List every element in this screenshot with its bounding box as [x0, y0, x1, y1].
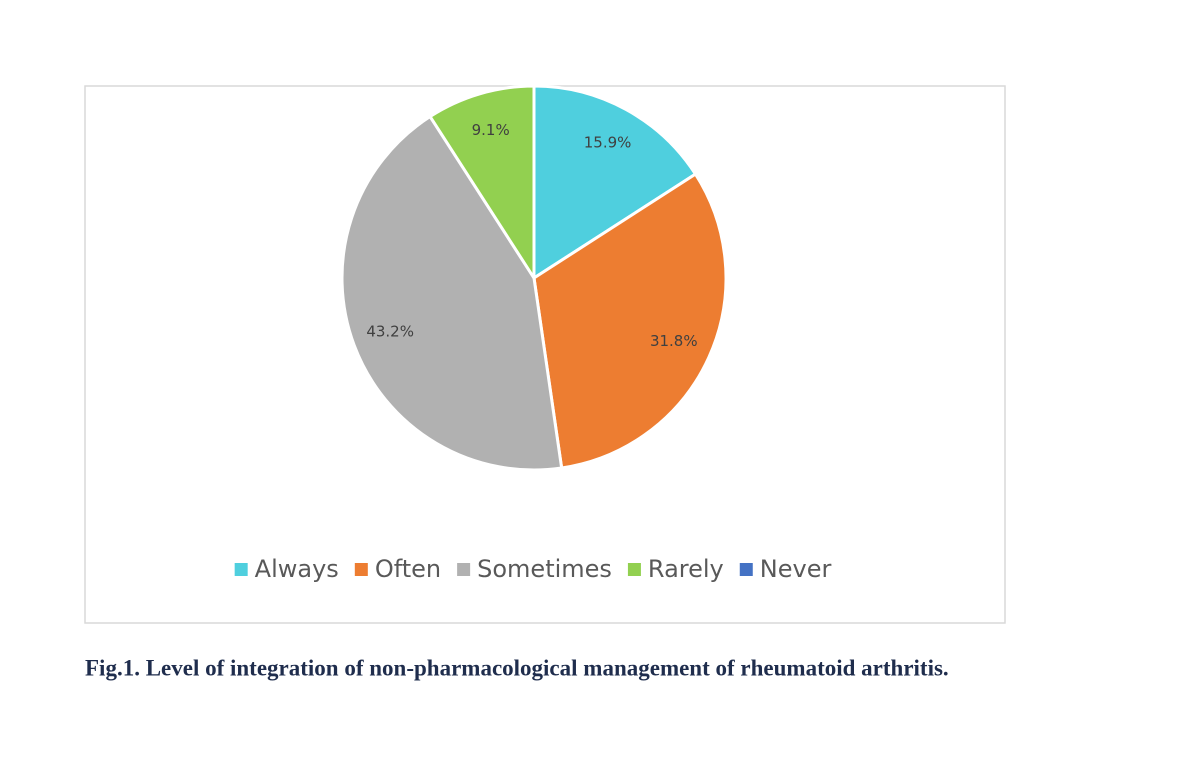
legend-label: Rarely: [648, 555, 724, 583]
data-label: 31.8%: [650, 332, 698, 350]
legend-label: Sometimes: [477, 555, 612, 583]
legend-swatch: [457, 563, 471, 576]
legend: Always Often Sometimes Rarely Never: [234, 555, 832, 583]
legend-swatch: [354, 563, 368, 576]
pie-slice: [340, 114, 564, 472]
data-label: 15.9%: [584, 134, 632, 152]
legend-swatch: [234, 563, 248, 576]
legend-label: Always: [255, 555, 339, 583]
data-label: 9.1%: [472, 121, 510, 139]
legend-label: Never: [760, 555, 832, 583]
pie-slice: [428, 84, 536, 284]
caption: Fig.1. Level of integration of non-pharm…: [85, 655, 949, 680]
legend-swatch: [739, 563, 753, 576]
data-label: 43.2%: [366, 322, 414, 340]
legend-swatch: [627, 563, 641, 576]
legend-label: Often: [375, 555, 441, 583]
pie-slice: [532, 84, 698, 281]
pie-slice: [532, 172, 728, 470]
